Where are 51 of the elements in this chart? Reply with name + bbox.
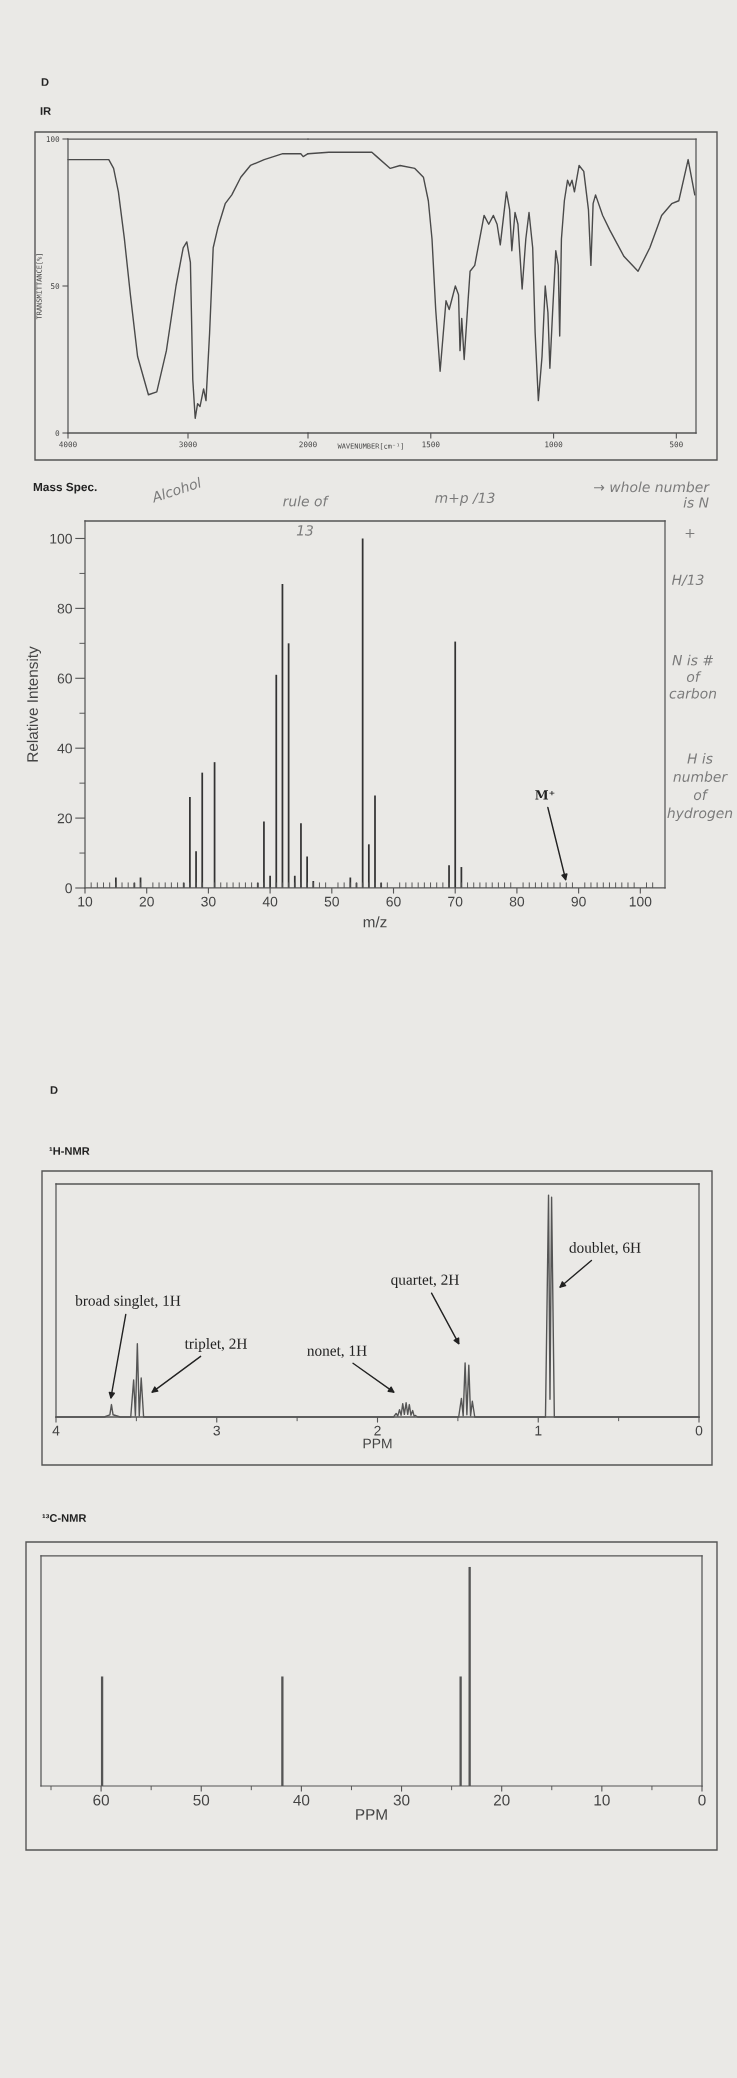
x-tick-label: 1 <box>535 1425 542 1436</box>
x-axis-title: PPM <box>363 1438 392 1449</box>
x-tick-label: 3 <box>213 1425 220 1436</box>
annotation: quartet, 2H <box>391 1274 459 1288</box>
x-tick-label: 30 <box>201 896 216 907</box>
x-tick-label: 90 <box>571 896 586 907</box>
x-tick-label: 4 <box>52 1425 60 1436</box>
text: D <box>50 1086 58 1094</box>
x-tick-label: 80 <box>509 896 525 907</box>
x-tick-label: 70 <box>448 896 463 907</box>
text: → whole number is N <box>594 481 710 508</box>
x-tick-label: 50 <box>193 1794 210 1806</box>
annotation: nonet, 1H <box>307 1345 367 1359</box>
x-tick-label: 30 <box>393 1794 410 1806</box>
y-tick-label: 20 <box>57 813 72 824</box>
chart-title: ¹H-NMR <box>49 1147 90 1155</box>
x-tick-label: 20 <box>139 896 154 907</box>
y-tick-label: 80 <box>57 603 72 614</box>
x-tick-label: 2 <box>374 1425 381 1436</box>
x-tick-label: 10 <box>78 896 93 907</box>
annotation: doublet, 6H <box>569 1242 641 1256</box>
text: rule of 13 <box>283 495 330 536</box>
text: H is number of hydrogen <box>667 752 733 822</box>
x-tick-label: 100 <box>629 896 652 907</box>
text: + <box>685 529 695 538</box>
x-tick-label: 0 <box>698 1794 706 1806</box>
x-tick-label: 40 <box>262 896 278 907</box>
y-axis-title: Relative Intensity <box>26 646 41 762</box>
text: H/13 <box>671 574 704 587</box>
y-tick-label: 40 <box>57 743 72 754</box>
x-axis-title: m/z <box>363 916 387 928</box>
annotation: broad singlet, 1H <box>75 1295 181 1309</box>
x-tick-label: 50 <box>324 896 339 907</box>
text: N is # of carbon <box>669 654 717 699</box>
text: m+p /13 <box>435 492 495 506</box>
y-tick-label: 60 <box>57 673 72 684</box>
text: D <box>41 78 49 86</box>
chart-title: IR <box>40 107 51 115</box>
x-tick-label: 60 <box>93 1794 109 1806</box>
x-tick-label: 0 <box>695 1425 703 1436</box>
x-tick-label: 60 <box>386 896 401 907</box>
y-tick-label: 0 <box>65 883 72 894</box>
x-tick-label: 20 <box>493 1794 510 1806</box>
annotation: M⁺ <box>535 790 555 800</box>
x-tick-label: 10 <box>594 1794 610 1806</box>
x-axis-title: PPM <box>356 1809 387 1820</box>
chart-title: ¹³C-NMR <box>42 1514 87 1522</box>
x-tick-label: 40 <box>293 1794 310 1806</box>
chart-title: Mass Spec. <box>33 482 97 494</box>
y-tick-label: 100 <box>50 533 72 544</box>
annotation: triplet, 2H <box>184 1338 247 1352</box>
